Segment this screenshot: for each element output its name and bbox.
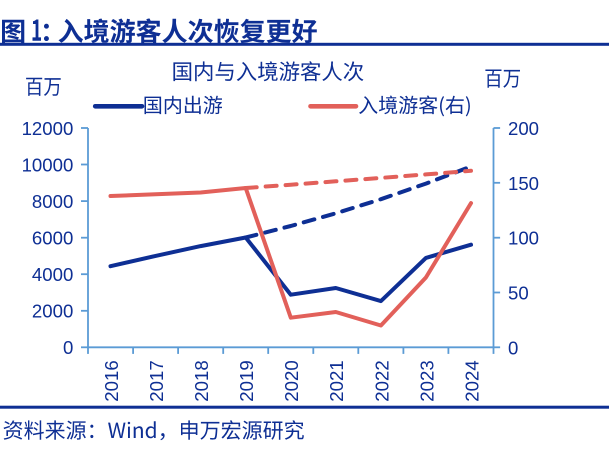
- svg-text:100: 100: [508, 228, 539, 249]
- svg-text:2023: 2023: [416, 360, 437, 401]
- svg-text:8000: 8000: [32, 191, 73, 212]
- svg-text:2024: 2024: [461, 360, 482, 401]
- svg-text:2019: 2019: [236, 360, 257, 401]
- svg-text:200: 200: [508, 118, 539, 139]
- svg-text:150: 150: [508, 173, 539, 194]
- svg-text:2020: 2020: [281, 360, 302, 401]
- svg-text:4000: 4000: [32, 264, 73, 285]
- svg-text:12000: 12000: [22, 118, 74, 139]
- svg-text:6000: 6000: [32, 228, 73, 249]
- svg-text:0: 0: [508, 337, 518, 358]
- svg-text:2021: 2021: [326, 360, 347, 401]
- svg-text:2022: 2022: [371, 360, 392, 401]
- svg-text:2018: 2018: [191, 360, 212, 401]
- svg-text:2000: 2000: [32, 301, 73, 322]
- svg-text:10000: 10000: [22, 154, 74, 175]
- svg-text:50: 50: [508, 283, 529, 304]
- svg-text:0: 0: [63, 337, 73, 358]
- svg-text:2016: 2016: [101, 360, 122, 401]
- svg-text:2017: 2017: [146, 360, 167, 401]
